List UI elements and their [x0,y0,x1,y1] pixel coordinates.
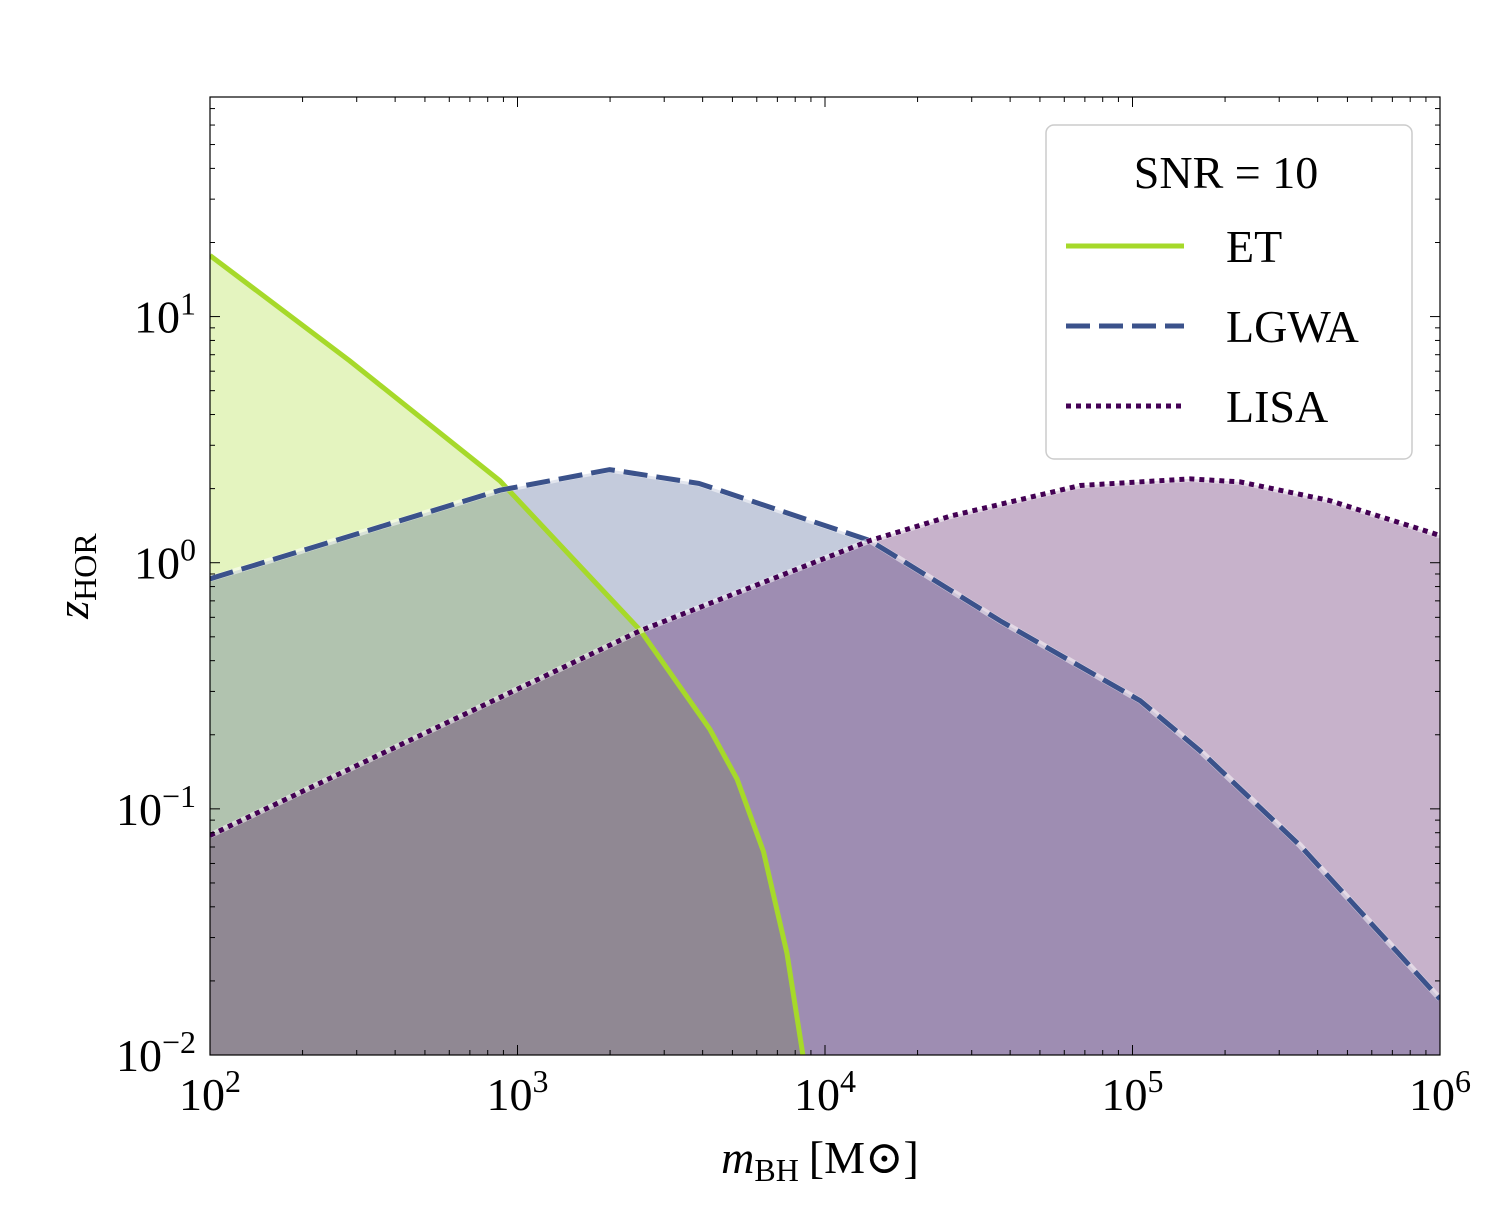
line-lisa [210,476,1440,838]
fill-lgwa [210,469,1440,1055]
fill-lisa [210,478,1440,1055]
legend-label-lgwa: LGWA [1226,301,1359,352]
legend: SNR = 10 ET LGWA LISA [1045,124,1413,460]
y-tick-label: 10−1 [116,778,196,835]
legend-label-et: ET [1226,221,1282,272]
y-tick-label: 100 [134,532,196,589]
x-tick-label: 105 [1102,1063,1164,1120]
y-tick-label: 101 [134,286,196,343]
fill-et [210,255,803,1055]
fill-areas [210,255,1440,1055]
x-tick-label: 106 [1409,1063,1471,1120]
x-tick-label: 102 [179,1063,241,1120]
line-et [210,253,806,1055]
line-lgwa [210,467,1440,1001]
legend-title: SNR = 10 [1134,147,1318,198]
legend-box [1045,124,1413,460]
x-tick-label: 103 [487,1063,549,1120]
tick-labels: 102 103 104 105 106 10−2 10−1 100 101 [116,286,1471,1120]
y-axis-label: zHOR [47,533,103,620]
legend-label-lisa: LISA [1226,381,1328,432]
series-lines [210,253,1440,1055]
x-tick-label: 104 [794,1063,856,1120]
x-axis-label: mBH [M⊙] [721,1132,919,1188]
y-tick-label: 10−2 [116,1024,196,1081]
axis-ticks [209,97,1441,1056]
